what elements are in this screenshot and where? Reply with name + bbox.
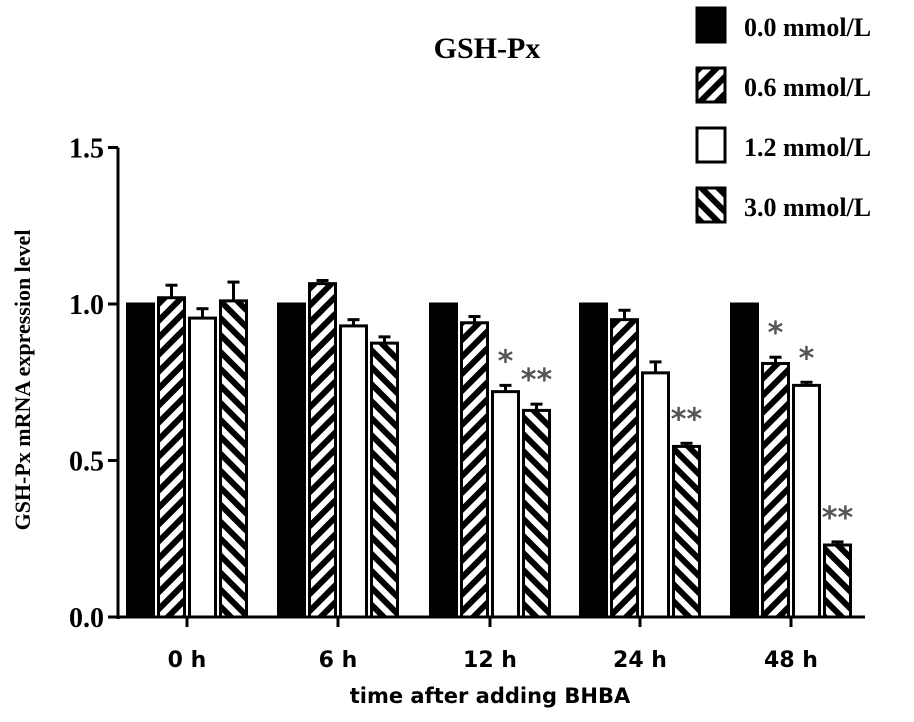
bar [730,302,759,619]
legend-label: 1.2 mmol/L [744,133,871,162]
bar [308,282,337,619]
legend-label: 3.0 mmol/L [744,193,871,222]
y-tick-label: 1.0 [69,290,104,321]
bar [579,302,608,619]
bar [429,302,458,619]
bar [219,299,248,619]
legend-swatch [695,126,727,164]
x-tick-label: 0 h [168,648,207,673]
y-axis-label: GSH-Px mRNA expression level [10,230,35,531]
x-tick-label: 24 h [613,648,667,673]
bar [126,302,155,619]
bar [522,408,551,619]
legend-swatch [695,186,727,224]
chart-title: GSH-Px [434,32,541,65]
bar [188,316,217,619]
bar [761,361,790,619]
bar [610,318,639,619]
y-tick-label: 0.0 [69,603,104,634]
bar [491,390,520,619]
x-tick-label: 48 h [764,648,818,673]
legend-label: 0.0 mmol/L [744,13,871,42]
y-tick-label: 1.5 [69,134,104,165]
bar [641,371,670,619]
legend-swatch [695,66,727,104]
significance-marker: ** [822,501,854,536]
significance-marker: ** [521,363,553,398]
bar [277,302,306,619]
bar [672,444,701,619]
legend-swatch [695,6,727,44]
significance-marker: * [799,341,815,376]
significance-marker: * [768,316,784,351]
x-tick-label: 6 h [319,648,358,673]
bar [460,321,489,619]
bar [339,324,368,619]
legend-label: 0.6 mmol/L [744,73,871,102]
bar [157,296,186,619]
significance-marker: * [498,344,514,379]
y-tick-label: 0.5 [69,447,104,478]
bar [823,543,852,619]
x-tick-label: 12 h [463,648,517,673]
bar [792,383,821,619]
bar [370,341,399,619]
significance-marker: ** [671,402,703,437]
x-axis-label: time after adding BHBA [350,684,631,708]
